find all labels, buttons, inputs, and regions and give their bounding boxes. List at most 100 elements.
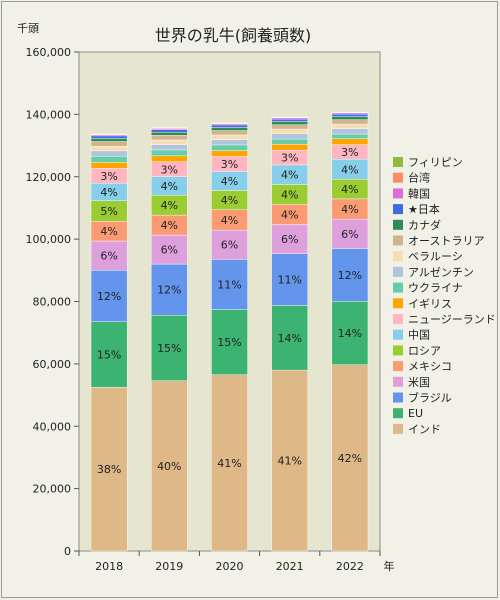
bar-segment [90, 138, 128, 142]
legend-swatch [393, 235, 403, 246]
data-label: 4% [281, 169, 298, 182]
data-label: 4% [100, 186, 117, 199]
bar-segment [151, 380, 188, 552]
bar-segment [211, 229, 248, 260]
data-label: 4% [161, 219, 178, 232]
bar-segment [211, 134, 248, 140]
legend-label: ウクライナ [408, 282, 463, 295]
data-label: 6% [341, 228, 358, 241]
data-label: 4% [100, 225, 117, 238]
y-axis-label: 千頭 [17, 22, 39, 35]
bar-segment [151, 144, 188, 151]
data-label: 40% [157, 460, 181, 473]
legend-label: EU [408, 407, 423, 420]
bar-segment [331, 218, 369, 249]
bar-segment [271, 305, 308, 371]
data-label: 38% [97, 463, 121, 476]
legend-swatch [393, 266, 403, 277]
y-tick-label: 80,000 [33, 296, 72, 309]
legend-swatch [393, 298, 403, 309]
bar-segment [211, 127, 248, 131]
bar-segment [151, 315, 188, 381]
legend-label: 米国 [408, 376, 430, 389]
bar-segment [90, 141, 128, 147]
legend-swatch [393, 345, 403, 356]
bar-segment [211, 144, 248, 151]
bar-segment [90, 135, 128, 139]
legend-swatch [393, 361, 403, 372]
data-label: 3% [100, 170, 117, 183]
data-label: 6% [281, 233, 298, 246]
y-tick-label: 160,000 [26, 46, 72, 59]
legend-swatch [393, 188, 403, 199]
bar-segment [271, 133, 308, 140]
data-label: 4% [281, 188, 298, 201]
legend-swatch [393, 376, 403, 387]
legend-swatch [393, 423, 403, 434]
bar-segment [211, 150, 248, 157]
bar-segment [271, 118, 308, 122]
legend-swatch [393, 329, 403, 340]
data-label: 15% [97, 349, 121, 362]
bar-segment [90, 240, 128, 271]
chart-title: 世界の乳牛(飼養頭数) [155, 26, 312, 45]
x-tick-label: 2018 [95, 560, 123, 573]
bar-segment [331, 300, 369, 366]
bar-segment [331, 138, 369, 145]
bar-segment [90, 155, 128, 163]
data-label: 12% [97, 290, 121, 303]
legend-swatch [393, 204, 403, 215]
data-label: 11% [277, 274, 301, 287]
x-tick-label: 2020 [216, 560, 244, 573]
legend-swatch [393, 392, 403, 403]
legend-swatch [393, 172, 403, 183]
legend-label: ニュージーランド [408, 313, 496, 326]
data-label: 3% [161, 163, 178, 176]
bar-segment [90, 162, 128, 169]
legend-label: ベラルーシ [408, 250, 463, 263]
y-tick-label: 100,000 [26, 233, 72, 246]
legend-label: メキシコ [408, 360, 452, 373]
legend-swatch [393, 219, 403, 230]
bar-segment [331, 113, 369, 117]
y-tick-label: 0 [64, 545, 71, 558]
bar-segment [151, 149, 188, 157]
data-label: 4% [221, 194, 238, 207]
x-tick-label: 2019 [155, 560, 183, 573]
x-axis-label: 年 [384, 559, 395, 573]
data-label: 4% [161, 199, 178, 212]
data-label: 4% [341, 203, 358, 216]
legend-label: アルゼンチン [408, 266, 474, 279]
data-label: 14% [277, 332, 301, 345]
legend-swatch [393, 282, 403, 293]
bar-segment [90, 321, 128, 388]
data-label: 42% [338, 452, 362, 465]
legend-swatch [393, 157, 403, 167]
data-label: 4% [221, 214, 238, 227]
bar-segment [271, 369, 308, 552]
bar-segment [271, 124, 308, 130]
data-label: 6% [161, 244, 178, 257]
x-tick-label: 2022 [336, 560, 364, 573]
bar-segment [211, 309, 248, 375]
bar-segment [211, 139, 248, 146]
bar-segment [151, 135, 188, 141]
bar-segment [271, 144, 308, 151]
legend-label: ★日本 [408, 202, 440, 216]
data-label: 5% [100, 205, 117, 218]
data-label: 15% [217, 336, 241, 349]
data-label: 12% [338, 269, 362, 282]
bar-segment [90, 145, 128, 152]
bar-segment [151, 129, 188, 133]
bar-segment [90, 270, 128, 322]
legend-label: 台湾 [408, 171, 430, 185]
y-tick-label: 60,000 [33, 358, 72, 371]
data-label: 3% [341, 146, 358, 159]
data-label: 4% [221, 175, 238, 188]
y-tick-label: 120,000 [26, 171, 72, 184]
x-axis: 2018 2019 2020 2021 2022 [78, 551, 381, 573]
data-label: 4% [341, 163, 358, 176]
data-label: 6% [221, 239, 238, 252]
legend-label: ロシア [408, 344, 441, 357]
